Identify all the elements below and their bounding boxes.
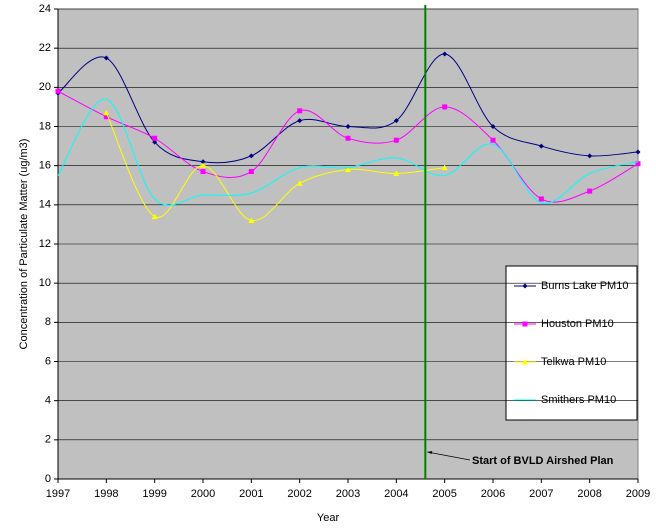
legend-label: Burns Lake PM10 <box>541 280 628 292</box>
legend-label: Houston PM10 <box>541 318 614 330</box>
x-tick-label: 2005 <box>432 488 456 500</box>
x-tick-label: 2001 <box>239 488 263 500</box>
marker <box>103 114 109 120</box>
marker <box>522 321 528 327</box>
marker <box>103 109 110 116</box>
marker <box>55 88 61 94</box>
y-tick-label: 24 <box>39 3 51 15</box>
marker <box>538 196 544 202</box>
y-tick-label: 22 <box>39 42 51 54</box>
y-tick-label: 12 <box>39 238 51 250</box>
marker <box>441 164 448 171</box>
marker <box>393 170 400 176</box>
x-tick-label: 1999 <box>142 488 166 500</box>
annotation-text: Start of BVLD Airshed Plan <box>472 455 614 467</box>
x-tick-label: 2008 <box>577 488 601 500</box>
marker <box>442 51 448 57</box>
x-tick-label: 2006 <box>481 488 505 500</box>
marker <box>635 161 641 167</box>
legend <box>505 265 638 421</box>
marker <box>538 143 544 149</box>
marker <box>522 359 528 365</box>
marker <box>522 283 528 289</box>
marker <box>152 135 158 141</box>
x-tick-label: 2009 <box>626 488 650 500</box>
x-tick-label: 1998 <box>94 488 118 500</box>
y-axis-title: Concentration of Particulate Matter (ug/… <box>18 139 30 350</box>
x-tick-label: 2007 <box>529 488 553 500</box>
marker <box>345 166 351 173</box>
marker <box>248 169 254 175</box>
x-tick-label: 2003 <box>336 488 360 500</box>
marker <box>393 137 399 143</box>
marker <box>248 217 255 223</box>
legend-label: Smithers PM10 <box>541 394 616 406</box>
marker <box>152 139 158 145</box>
marker <box>345 124 351 129</box>
marker <box>200 162 206 169</box>
y-tick-label: 14 <box>39 199 51 211</box>
marker <box>248 153 254 159</box>
marker <box>103 55 109 61</box>
x-tick-label: 2002 <box>287 488 311 500</box>
marker <box>490 124 496 129</box>
marker <box>587 188 593 194</box>
y-tick-label: 6 <box>45 355 51 367</box>
y-tick-label: 20 <box>39 81 51 93</box>
y-tick-label: 16 <box>39 160 51 172</box>
y-tick-label: 4 <box>45 395 51 407</box>
series-line <box>57 98 639 206</box>
marker <box>297 108 303 114</box>
marker <box>200 159 206 165</box>
marker <box>151 213 158 220</box>
annotation-arrowhead <box>427 451 433 454</box>
marker <box>200 169 206 175</box>
marker <box>297 118 303 124</box>
marker <box>442 104 448 110</box>
x-tick-label: 1997 <box>46 488 70 500</box>
marker <box>345 135 351 141</box>
y-tick-label: 8 <box>45 316 51 328</box>
x-axis-title: Year <box>317 512 340 524</box>
legend-label: Telkwa PM10 <box>541 356 606 368</box>
marker <box>296 180 303 186</box>
x-tick-label: 2004 <box>384 488 408 500</box>
marker <box>490 137 496 143</box>
marker <box>635 149 641 155</box>
marker <box>587 153 593 159</box>
marker <box>393 118 399 124</box>
annotation-arrow <box>427 451 471 461</box>
y-tick-label: 2 <box>45 434 51 446</box>
y-tick-label: 18 <box>39 120 51 132</box>
y-tick-label: 0 <box>45 473 51 485</box>
x-tick-label: 2000 <box>191 488 215 500</box>
y-tick-label: 10 <box>39 277 51 289</box>
